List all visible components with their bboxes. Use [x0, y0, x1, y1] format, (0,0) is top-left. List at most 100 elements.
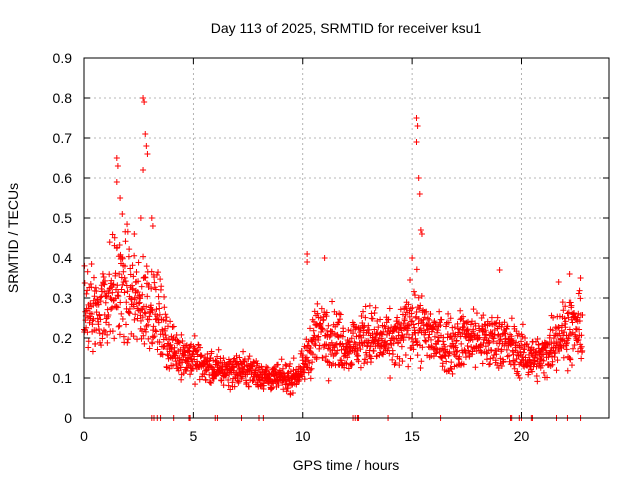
x-tick-label: 20 — [514, 428, 530, 444]
data-point — [177, 364, 184, 371]
data-point — [333, 350, 340, 357]
data-point — [283, 362, 290, 369]
data-point — [448, 359, 455, 366]
x-tick-label: 15 — [404, 428, 420, 444]
data-point — [357, 329, 364, 336]
data-point — [410, 346, 417, 353]
data-point — [145, 281, 152, 288]
data-point — [231, 364, 238, 371]
data-point — [105, 311, 112, 318]
data-point — [92, 340, 99, 347]
spike-point — [137, 215, 144, 221]
data-point — [99, 270, 106, 277]
data-point — [389, 356, 396, 363]
data-point — [415, 320, 422, 327]
data-point — [510, 351, 517, 358]
data-point — [575, 348, 582, 355]
data-point — [513, 355, 520, 362]
data-point — [117, 299, 124, 306]
spike-point — [413, 115, 420, 121]
data-point — [447, 365, 454, 372]
data-point — [383, 319, 390, 326]
data-point — [567, 299, 574, 306]
data-point — [410, 288, 417, 295]
data-point — [428, 336, 435, 343]
data-point — [154, 346, 161, 353]
data-point — [443, 358, 450, 365]
data-point — [549, 327, 556, 334]
data-point — [423, 308, 430, 315]
y-tick-label: 0.4 — [53, 250, 73, 266]
data-point — [576, 326, 583, 333]
data-point — [470, 306, 477, 313]
data-point — [309, 359, 316, 366]
data-point — [431, 346, 438, 353]
data-point — [556, 313, 563, 320]
data-point — [250, 376, 257, 383]
data-point — [371, 309, 378, 316]
data-point — [118, 286, 125, 293]
data-point — [434, 329, 441, 336]
data-point — [245, 383, 252, 390]
data-point — [118, 310, 125, 317]
data-point — [364, 342, 371, 349]
data-point — [185, 355, 192, 362]
data-point — [476, 334, 483, 341]
data-point — [335, 319, 342, 326]
data-point — [220, 382, 227, 389]
data-point — [98, 285, 105, 292]
data-point — [116, 271, 123, 278]
data-point — [401, 317, 408, 324]
data-point — [114, 292, 121, 299]
data-point — [534, 378, 541, 385]
data-point — [140, 253, 147, 260]
data-point — [519, 321, 526, 328]
data-point — [420, 307, 427, 314]
data-point — [534, 354, 541, 361]
data-point — [175, 338, 182, 345]
data-point — [414, 341, 421, 348]
data-point — [457, 316, 464, 323]
data-point — [336, 310, 343, 317]
data-point — [439, 360, 446, 367]
data-point — [240, 348, 247, 355]
data-point — [419, 344, 426, 351]
data-point — [104, 306, 111, 313]
data-point — [339, 333, 346, 340]
spike-point — [414, 123, 421, 129]
data-point — [144, 293, 151, 300]
data-point — [163, 335, 170, 342]
data-point — [571, 342, 578, 349]
data-point — [328, 339, 335, 346]
data-point — [561, 329, 568, 336]
data-point — [195, 341, 202, 348]
data-point — [151, 333, 158, 340]
data-point — [150, 334, 157, 341]
data-point — [98, 282, 105, 289]
data-point — [143, 263, 150, 270]
data-point — [350, 330, 357, 337]
data-point — [125, 336, 132, 343]
data-point — [552, 349, 559, 356]
data-point — [483, 331, 490, 338]
data-point — [575, 290, 582, 297]
data-point — [202, 354, 209, 361]
data-point — [130, 333, 137, 340]
data-point — [507, 361, 514, 368]
data-point — [459, 330, 466, 337]
data-point — [155, 319, 162, 326]
data-point — [286, 363, 293, 370]
data-point — [236, 354, 243, 361]
data-point — [462, 354, 469, 361]
data-point — [376, 352, 383, 359]
data-point — [93, 327, 100, 334]
data-point — [487, 355, 494, 362]
data-point — [576, 318, 583, 325]
data-point — [425, 343, 432, 350]
data-point — [245, 355, 252, 362]
data-point — [136, 292, 143, 299]
data-point — [115, 323, 122, 330]
data-point — [138, 306, 145, 313]
data-point — [405, 301, 412, 308]
spike-point — [413, 139, 420, 145]
